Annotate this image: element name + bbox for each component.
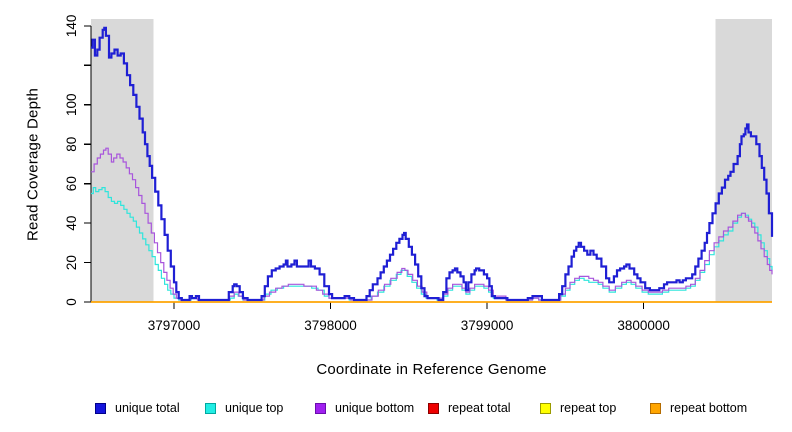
legend-label: repeat top (560, 401, 617, 415)
gray-highlight-region (715, 19, 772, 302)
legend-item: unique bottom (315, 398, 414, 418)
legend-swatch-icon (650, 402, 661, 414)
legend-swatch-icon (205, 402, 216, 414)
legend-label: unique bottom (335, 401, 415, 415)
y-tick-label: 140 (64, 15, 79, 38)
legend-label: unique top (225, 401, 284, 415)
x-tick-label: 3797000 (148, 318, 201, 333)
y-tick-label: 100 (64, 94, 79, 117)
legend-label: repeat bottom (670, 401, 748, 415)
legend-item: repeat total (428, 398, 511, 418)
x-tick-label: 3798000 (304, 318, 357, 333)
gray-highlight-region (91, 19, 154, 302)
legend-item: repeat top (540, 398, 616, 418)
legend-swatch-icon (95, 402, 106, 414)
x-tick-label: 3799000 (461, 318, 514, 333)
y-tick-label: 20 (64, 255, 79, 270)
y-tick-label: 80 (64, 137, 79, 152)
legend-swatch-icon (428, 402, 439, 414)
chart-legend: unique total unique top unique bottom repea… (0, 398, 792, 422)
legend-swatch-icon (540, 402, 551, 414)
legend-swatch-icon (315, 402, 326, 414)
x-tick-label: 3800000 (617, 318, 670, 333)
y-tick-label: 60 (64, 176, 79, 191)
legend-item: unique top (205, 398, 283, 418)
series-line-unique-bottom (91, 147, 773, 301)
y-tick-label: 40 (64, 216, 79, 231)
legend-item: repeat bottom (650, 398, 747, 418)
series-line-unique-total (91, 26, 774, 302)
legend-item: unique total (95, 398, 180, 418)
y-axis-title: Read Coverage Depth (24, 87, 42, 242)
y-tick-label: 0 (64, 298, 79, 306)
x-axis-title: Coordinate in Reference Genome (316, 361, 547, 378)
legend-label: repeat total (448, 401, 511, 415)
legend-label: unique total (115, 401, 180, 415)
